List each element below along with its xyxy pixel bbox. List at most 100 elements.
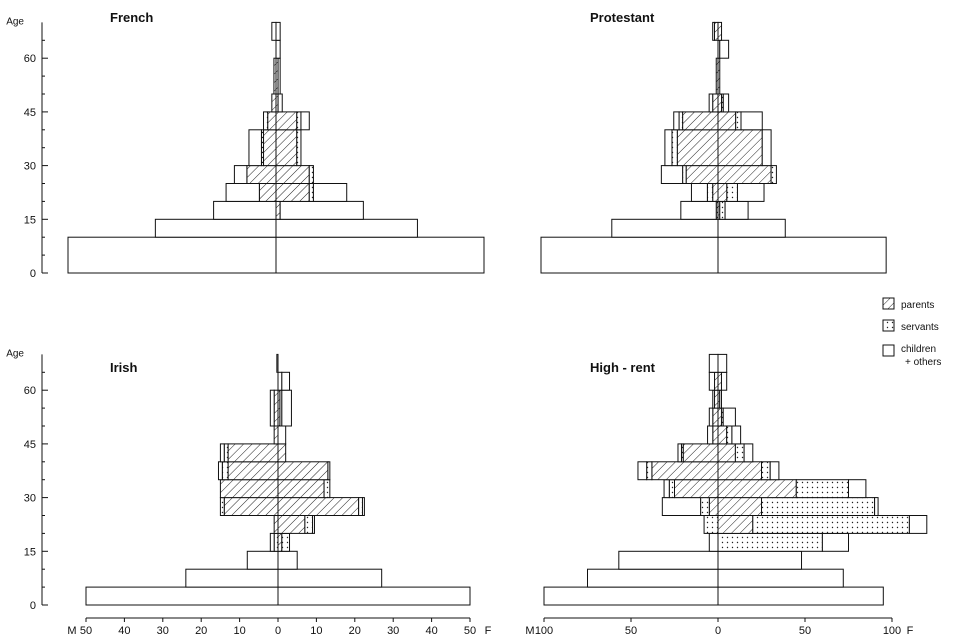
panel-french: French 0 15 30 45 60 Age bbox=[6, 10, 485, 280]
bar-m-parents bbox=[273, 389, 279, 427]
bar-f-servants bbox=[752, 515, 910, 534]
bar-m-children bbox=[269, 389, 275, 427]
bar-m-children bbox=[185, 568, 279, 588]
bar-m-servants bbox=[671, 129, 678, 167]
bar-f-parents bbox=[717, 183, 728, 202]
bar-f-servants bbox=[358, 497, 363, 517]
bar-m-children bbox=[618, 550, 719, 570]
bar-m-children bbox=[587, 568, 719, 588]
bar-m-servants bbox=[223, 443, 229, 463]
bar-m-parents bbox=[712, 93, 719, 113]
bar-f-children bbox=[821, 532, 850, 552]
bar-m-children bbox=[219, 443, 225, 463]
x-tick-label: 50 bbox=[464, 625, 476, 637]
bar-f-parents bbox=[717, 129, 763, 167]
bar-f-servants bbox=[734, 443, 745, 463]
bar-f-children bbox=[277, 57, 281, 95]
bar-f-servants bbox=[717, 532, 823, 552]
bar-m-parents bbox=[227, 461, 279, 481]
bar-m-parents bbox=[263, 129, 277, 167]
bar-m-children bbox=[154, 218, 277, 238]
bar-f-servants bbox=[296, 111, 302, 131]
bar-f-children bbox=[277, 550, 298, 570]
x-axis-left-label: M bbox=[67, 625, 76, 637]
bar-m-parents bbox=[267, 111, 277, 131]
x-tick-label: 50 bbox=[80, 625, 92, 637]
x-tick-label: 50 bbox=[625, 625, 637, 637]
bar-m-children bbox=[217, 461, 223, 481]
bar-m-parents bbox=[712, 183, 719, 202]
y-tick-label: 0 bbox=[30, 600, 36, 612]
legend-swatch-parents bbox=[882, 297, 895, 310]
bar-f-children bbox=[275, 39, 281, 59]
bar-f-parents bbox=[717, 425, 728, 445]
y-axis-label: Age bbox=[6, 348, 24, 359]
bar-f-children bbox=[717, 218, 786, 238]
bar-f-parents bbox=[717, 165, 772, 185]
bar-m-children bbox=[233, 165, 248, 185]
bar-f-children bbox=[769, 461, 780, 481]
y-tick-label: 45 bbox=[24, 439, 36, 451]
bar-f-servants bbox=[277, 371, 283, 391]
bar-m-children bbox=[663, 479, 670, 499]
y-tick-label: 0 bbox=[30, 268, 36, 280]
x-tick-label: 10 bbox=[233, 625, 245, 637]
bar-m-parents bbox=[712, 407, 719, 427]
bar-m-children bbox=[708, 353, 719, 373]
bar-m-parents bbox=[246, 165, 277, 185]
bar-m-children bbox=[690, 183, 708, 202]
x-tick-label: 30 bbox=[387, 625, 399, 637]
bar-m-children bbox=[708, 371, 716, 391]
y-axis-label: Age bbox=[6, 16, 24, 27]
x-tick-label: 0 bbox=[275, 625, 281, 637]
bar-m-children bbox=[248, 129, 262, 167]
bar-f-parents bbox=[717, 515, 754, 534]
bar-f-children bbox=[722, 93, 730, 113]
bar-f-servants bbox=[770, 165, 777, 185]
bar-f-children bbox=[874, 497, 879, 517]
bar-f-parents bbox=[277, 461, 329, 481]
bar-f-servants bbox=[795, 479, 849, 499]
bar-f-parents bbox=[717, 461, 762, 481]
bar-m-children bbox=[677, 443, 682, 463]
bar-f-children bbox=[743, 443, 754, 463]
bar-f-children bbox=[281, 389, 292, 427]
x-tick-label: 20 bbox=[195, 625, 207, 637]
bar-f-servants bbox=[726, 183, 738, 202]
x-tick-label: 30 bbox=[157, 625, 169, 637]
bar-f-parents bbox=[275, 129, 298, 167]
bar-m-parents bbox=[273, 425, 279, 445]
bar-f-children bbox=[908, 515, 928, 534]
bar-m-children bbox=[708, 93, 714, 113]
bar-f-parents bbox=[275, 165, 310, 185]
bar-m-children bbox=[611, 218, 719, 238]
legend-item-parents: parents bbox=[882, 297, 934, 311]
bar-f-parents bbox=[717, 21, 723, 41]
bar-f-children bbox=[719, 389, 722, 409]
bar-m-children bbox=[85, 586, 279, 606]
bar-m-children bbox=[707, 425, 714, 445]
bar-f-servants bbox=[735, 111, 742, 131]
bar-f-parents bbox=[717, 497, 762, 517]
bar-f-children bbox=[848, 479, 867, 499]
x-tick-label: 20 bbox=[349, 625, 361, 637]
bar-f-children bbox=[717, 353, 728, 373]
bar-f-children bbox=[281, 371, 291, 391]
legend: parents servants children + others bbox=[882, 297, 941, 368]
bar-m-parents bbox=[219, 479, 279, 499]
bar-f-children bbox=[717, 550, 803, 570]
bar-m-children bbox=[708, 407, 714, 427]
bar-f-servants bbox=[308, 165, 314, 185]
bar-f-servants bbox=[761, 461, 771, 481]
bar-f-parents bbox=[717, 111, 737, 131]
bar-f-children bbox=[279, 200, 364, 220]
y-tick-label: 30 bbox=[24, 493, 36, 505]
bar-m-parents bbox=[651, 461, 719, 481]
bar-m-parents bbox=[273, 515, 279, 534]
bar-m-servants bbox=[682, 165, 687, 185]
bar-m-children bbox=[712, 389, 716, 409]
legend-item-children: children + others bbox=[882, 344, 941, 368]
panel-protestant: Protestant bbox=[540, 10, 887, 274]
bar-f-children bbox=[740, 111, 763, 131]
